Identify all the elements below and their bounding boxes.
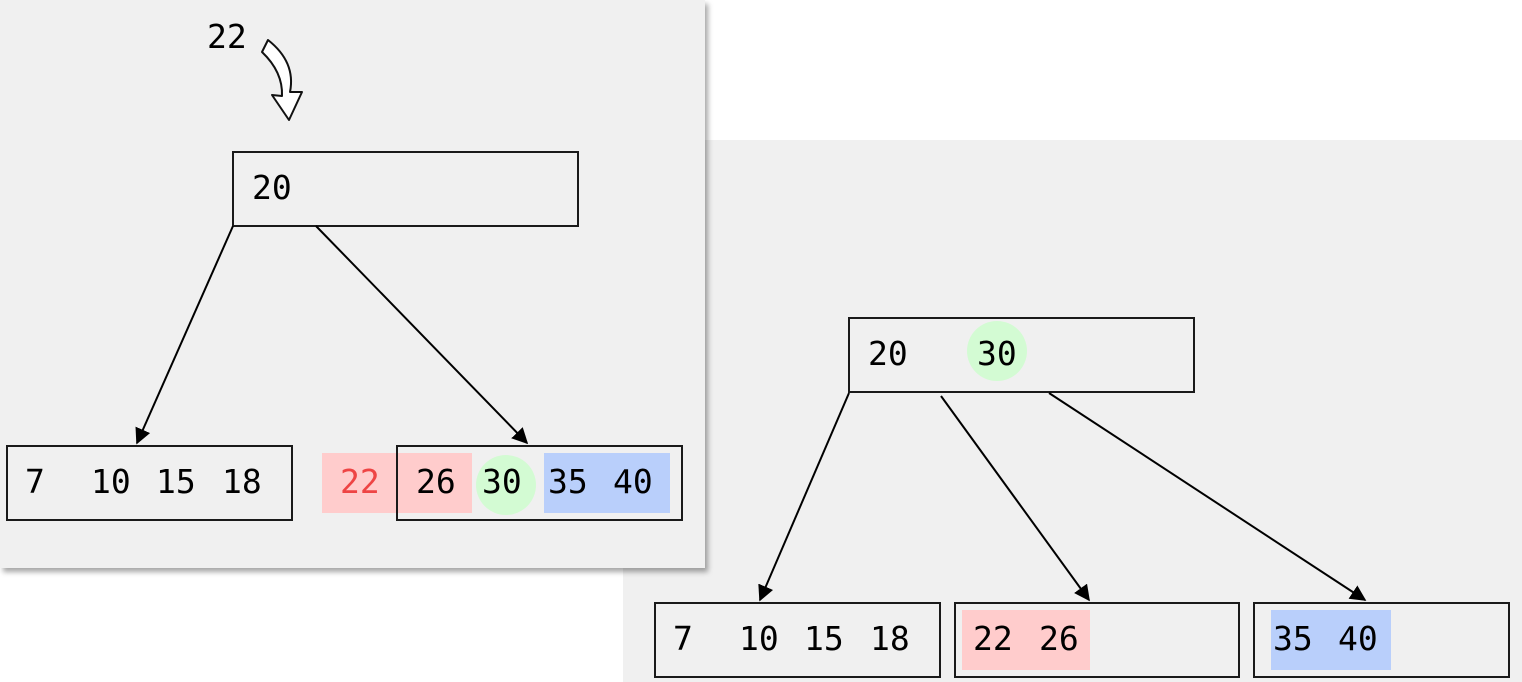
after-leaf-2-key: 26 (1039, 619, 1079, 658)
overflow-key: 22 (340, 462, 380, 501)
before-right-leaf-key: 40 (613, 462, 653, 501)
before-right-leaf-key: 30 (482, 462, 522, 501)
after-leaf-3-key: 35 (1273, 619, 1313, 658)
promoted-key-highlight (476, 455, 536, 515)
before-left-leaf-key: 7 (25, 462, 45, 501)
before-left-leaf-key: 18 (222, 462, 262, 501)
after-leaf-3-key: 40 (1338, 619, 1378, 658)
after-root-node (848, 317, 1195, 393)
before-insertion-panel: 22 20 7 10 15 18 22 26 30 35 40 (0, 0, 705, 568)
before-edge-right (315, 225, 529, 445)
after-split-panel: 20 30 7 10 15 18 22 26 35 40 (623, 140, 1522, 682)
after-root-key: 20 (868, 334, 908, 373)
after-root-key: 30 (977, 334, 1017, 373)
after-leaf-1-key: 10 (739, 619, 779, 658)
right-half-highlight (1271, 610, 1391, 670)
after-leaf-2-node (954, 602, 1240, 678)
before-right-leaf-node (396, 445, 683, 521)
left-half-highlight (962, 610, 1090, 670)
after-edge-right (1048, 392, 1367, 601)
before-left-leaf-key: 10 (91, 462, 131, 501)
after-edges (758, 392, 1367, 602)
after-leaf-1-key: 7 (673, 619, 693, 658)
before-edge-left (135, 225, 234, 445)
promoted-key-highlight (967, 321, 1027, 381)
before-right-leaf-key: 35 (548, 462, 588, 501)
before-root-key: 20 (252, 168, 292, 207)
after-leaf-1-node (654, 602, 941, 678)
after-leaf-1-key: 15 (804, 619, 844, 658)
before-right-leaf-key: 26 (416, 462, 456, 501)
after-edge-left (758, 392, 850, 602)
after-edge-middle (940, 395, 1090, 602)
after-leaf-2-key: 22 (973, 619, 1013, 658)
before-left-leaf-key: 15 (156, 462, 196, 501)
after-leaf-1-key: 18 (870, 619, 910, 658)
right-half-highlight (544, 453, 670, 513)
before-left-leaf-node (6, 445, 293, 521)
insert-key-label: 22 (207, 17, 247, 56)
after-leaf-3-node (1253, 602, 1510, 678)
